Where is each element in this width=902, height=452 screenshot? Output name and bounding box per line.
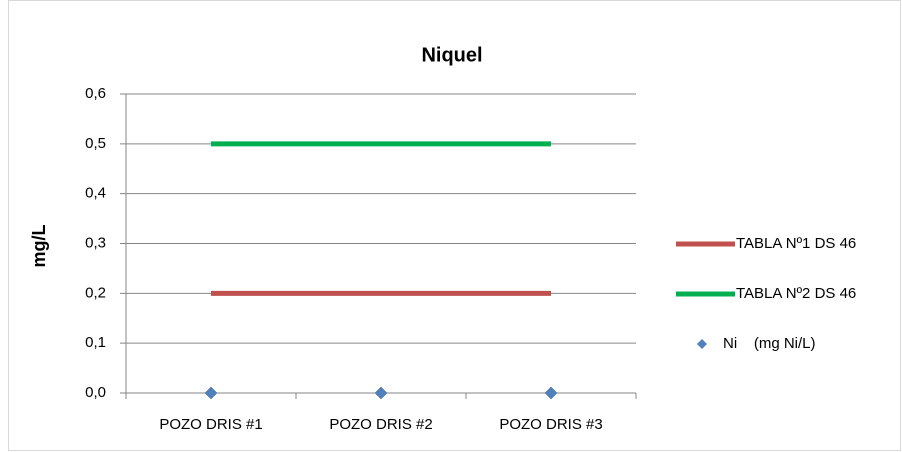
marker — [374, 386, 388, 400]
y-tick-label: 0,4 — [85, 185, 106, 202]
y-tick-label: 0,2 — [85, 284, 106, 301]
x-tick-label: POZO DRIS #2 — [329, 416, 432, 433]
chart-frame — [8, 0, 901, 451]
x-tick-label: POZO DRIS #3 — [499, 416, 602, 433]
y-tick-label: 0,1 — [85, 334, 106, 351]
y-tick-label: 0,0 — [85, 384, 106, 401]
y-tick-label: 0,6 — [85, 85, 106, 102]
marker — [544, 386, 558, 400]
legend-label: Ni (mg Ni/L) — [723, 335, 816, 352]
legend-swatch — [697, 339, 707, 349]
y-tick-label: 0,5 — [85, 135, 106, 152]
y-axis-label: mg/L — [29, 224, 49, 267]
marker — [204, 386, 218, 400]
x-tick-label: POZO DRIS #1 — [159, 416, 262, 433]
y-tick-label: 0,3 — [85, 234, 106, 251]
chart-title: Niquel — [421, 44, 482, 66]
legend-label: TABLA Nº2 DS 46 — [736, 285, 856, 302]
legend-label: TABLA Nº1 DS 46 — [736, 235, 856, 252]
